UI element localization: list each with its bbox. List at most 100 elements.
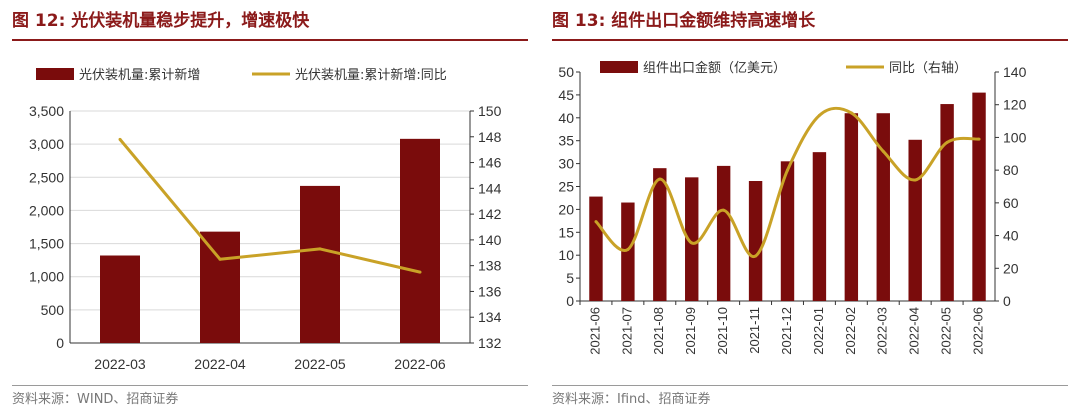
right-axis-tick-label: 120	[1003, 97, 1027, 113]
bar	[100, 255, 140, 343]
left-axis-tick-label: 500	[41, 302, 65, 318]
bar	[653, 168, 667, 301]
right-axis-tick-label: 100	[1003, 129, 1027, 145]
bar	[621, 202, 635, 301]
right-axis-tick-label: 40	[1003, 228, 1019, 244]
bar	[940, 104, 954, 301]
line-point	[690, 241, 694, 245]
bar	[300, 185, 340, 343]
bar	[748, 181, 763, 301]
figure-12-chart: 0 500 1,000 1,500 2,000 2,500 3,000 3,500 132 134…	[29, 67, 502, 372]
legend-line-label: 同比（右轴）	[889, 61, 967, 76]
left-axis-tick-label: 10	[558, 247, 574, 263]
left-axis-tick-label: 1,000	[29, 269, 64, 285]
left-axis-tick-label: 20	[558, 201, 574, 217]
bar	[972, 92, 986, 301]
legend-bar-swatch	[36, 68, 74, 80]
line-point	[218, 257, 222, 261]
x-axis-tick-label: 2022-06	[394, 356, 446, 372]
figure-13-source-rule	[552, 385, 1068, 386]
line-point	[849, 111, 853, 115]
figure-12-source-rule	[12, 385, 528, 386]
left-axis-tick-label: 1,500	[29, 236, 64, 252]
line-point	[658, 177, 662, 181]
left-axis-tick-label: 0	[56, 335, 64, 351]
left-axis-tick-label: 3,500	[29, 103, 64, 119]
x-axis-tick-label: 2022-05	[294, 356, 346, 372]
line-point	[594, 220, 598, 224]
bar	[812, 152, 827, 301]
line-point	[722, 208, 726, 212]
bar	[908, 139, 922, 301]
figure-13-title: 图 13: 组件出口金额维持高速增长	[552, 11, 816, 31]
bar	[400, 138, 440, 343]
right-axis-tick-label: 140	[1003, 64, 1027, 80]
x-axis-tick-label: 2022-05	[939, 307, 954, 355]
left-axis-tick-label: 0	[566, 293, 574, 309]
figure-12-title: 图 12: 光伏装机量稳步提升，增速极快	[12, 11, 310, 31]
x-axis-tick-label: 2021-10	[715, 307, 730, 355]
line-point	[318, 247, 322, 251]
line-point	[118, 137, 122, 141]
legend-bar-label: 光伏装机量:累计新增	[79, 67, 200, 83]
x-axis-tick-label: 2021-06	[587, 307, 602, 355]
bar	[876, 113, 890, 301]
left-axis-tick-label: 40	[558, 110, 574, 126]
x-axis-tick-label: 2022-01	[811, 307, 826, 355]
line-series	[118, 138, 421, 274]
line-point	[786, 168, 789, 172]
right-axis-tick-label: 132	[478, 335, 502, 351]
line-point	[977, 137, 981, 141]
figure-13-chart: 0 5 10 15 20 25 30 35 40 45 50 0 20 40 60 80 100 120 140 20…	[558, 60, 1027, 355]
figure-12-title-rule	[12, 39, 528, 41]
left-axis-tick-label: 2,500	[29, 169, 64, 185]
left-axis-tick-label: 50	[558, 64, 574, 80]
line-point	[754, 254, 758, 258]
left-axis-tick-label: 15	[558, 224, 574, 240]
x-axis-tick-label: 2021-11	[747, 307, 762, 354]
figure-12-source: 资料来源：WIND、招商证券	[12, 392, 179, 407]
x-axis-tick-label: 2022-03	[94, 356, 146, 372]
bar	[685, 177, 699, 301]
bar	[716, 165, 731, 301]
left-axis-tick-label: 5	[566, 270, 574, 286]
figure-13-panel: 图 13: 组件出口金额维持高速增长 0 5 10 15 20 25 30 35 40 45 50 0…	[540, 0, 1080, 416]
right-axis-tick-label: 60	[1003, 195, 1019, 211]
line-point	[913, 178, 917, 182]
right-axis-tick-label: 20	[1003, 260, 1019, 276]
bar	[844, 113, 859, 301]
figure-13-source: 资料来源：Ifind、招商证券	[552, 392, 711, 407]
right-axis-tick-label: 148	[478, 129, 502, 145]
bar	[780, 161, 795, 301]
x-axis-tick-label: 2022-02	[843, 307, 858, 355]
left-axis-tick-label: 2,000	[29, 202, 64, 218]
legend-line-label: 光伏装机量:累计新增:同比	[295, 67, 447, 83]
x-axis-tick-label: 2021-12	[779, 307, 794, 355]
left-axis-tick-label: 35	[558, 133, 574, 149]
line-point	[626, 247, 630, 251]
right-axis-tick-label: 150	[478, 103, 502, 119]
bar	[200, 231, 240, 343]
figure-12-panel: 图 12: 光伏装机量稳步提升，增速极快 0 500 1,000 1,500 2,000…	[12, 11, 528, 407]
right-axis-tick-label: 80	[1003, 162, 1019, 178]
right-axis-tick-label: 144	[478, 180, 502, 196]
right-axis-tick-label: 146	[478, 155, 502, 171]
right-axis-tick-label: 138	[478, 258, 502, 274]
right-axis-tick-label: 134	[478, 309, 502, 325]
x-axis-tick-label: 2022-04	[194, 356, 246, 372]
x-axis-tick-label: 2021-08	[651, 307, 666, 355]
left-axis-tick-label: 30	[558, 156, 574, 172]
legend-bar-swatch	[600, 61, 638, 73]
line-point	[817, 113, 821, 117]
right-axis-tick-label: 136	[478, 283, 502, 299]
figure-13-title-rule	[552, 39, 1068, 41]
right-axis-tick-label: 0	[1003, 293, 1011, 309]
x-axis-tick-label: 2022-06	[970, 307, 985, 355]
x-axis-tick-label: 2022-03	[875, 307, 890, 355]
legend-bar-label: 组件出口金额（亿美元）	[643, 60, 786, 76]
left-axis-tick-label: 25	[558, 179, 574, 195]
right-axis-tick-label: 140	[478, 232, 502, 248]
bar	[589, 196, 603, 301]
line-point	[945, 140, 949, 144]
right-axis-tick-label: 142	[478, 206, 502, 222]
